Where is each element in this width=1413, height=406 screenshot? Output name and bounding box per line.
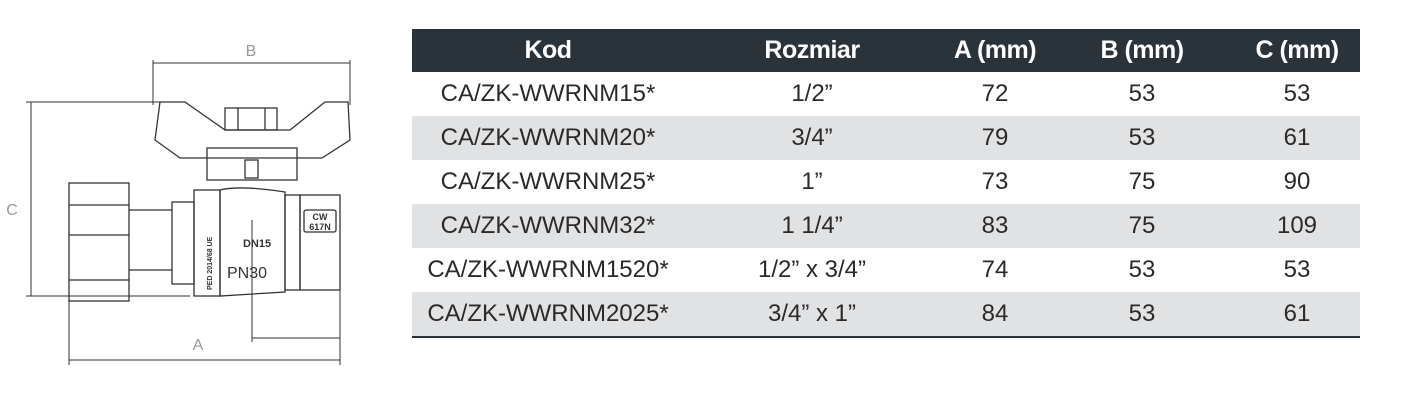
table-cell: 72 — [981, 80, 1009, 107]
column-header: Rozmiar — [684, 29, 940, 72]
table-row: CA/ZK-WWRNM32* 1 1/4” 83 75 109 — [412, 204, 1360, 248]
column-header: C (mm) — [1234, 29, 1360, 72]
table-cell: 53 — [1050, 116, 1234, 160]
column-header: Kod — [412, 29, 684, 72]
table-cell: 53 — [1050, 292, 1234, 338]
valve-body — [68, 182, 341, 302]
table-cell: CA/ZK-WWRNM15* — [440, 80, 656, 107]
table-cell: CA/ZK-WWRNM25* — [440, 168, 656, 195]
table-row: CA/ZK-WWRNM25* 1” 73 75 90 — [412, 160, 1360, 204]
table-row: CA/ZK-WWRNM20* 3/4” 79 53 61 — [412, 116, 1360, 160]
dim-label-c: C — [6, 202, 18, 219]
dim-label-b: B — [246, 43, 257, 60]
table-cell: 1/2” — [791, 80, 833, 107]
valve-markings: DN15 PN30 CW 617N PED 2014/68 UE — [207, 212, 331, 290]
table-cell: CA/ZK-WWRNM32* — [412, 204, 684, 248]
table-cell: 1/2” x 3/4” — [757, 256, 867, 283]
table-cell: 73 — [981, 168, 1009, 195]
table-cell: 61 — [1234, 292, 1360, 338]
table-cell: 3/4” x 1” — [684, 292, 940, 338]
dimension-c: C — [6, 101, 190, 297]
table-cell: 79 — [940, 116, 1050, 160]
table-cell: 1 1/4” — [684, 204, 940, 248]
table-cell: 53 — [1283, 256, 1311, 283]
table-cell: 1” — [801, 168, 823, 195]
marking-material-2: 617N — [309, 222, 331, 232]
dimension-b: B — [152, 43, 351, 105]
table-cell: 53 — [1128, 256, 1156, 283]
dimensions-table: Kod Rozmiar A (mm) B (mm) C (mm) CA/ZK-WWRNM… — [412, 29, 1360, 338]
table-cell: 75 — [1050, 204, 1234, 248]
dim-label-a: A — [193, 337, 204, 354]
table-cell: 53 — [1128, 80, 1156, 107]
table-cell: 83 — [940, 204, 1050, 248]
dimension-a: A — [68, 220, 341, 365]
table-cell: 84 — [940, 292, 1050, 338]
marking-ped: PED 2014/68 UE — [207, 236, 214, 290]
table-cell: 3/4” — [684, 116, 940, 160]
table-cell: 90 — [1283, 168, 1311, 195]
table-cell: 53 — [1283, 80, 1311, 107]
table-cell: 75 — [1128, 168, 1156, 195]
table-cell: CA/ZK-WWRNM1520* — [427, 256, 669, 283]
table-cell: 109 — [1234, 204, 1360, 248]
table-cell: CA/ZK-WWRNM2025* — [412, 292, 684, 338]
table-row: CA/ZK-WWRNM15* 1/2” 72 53 53 — [412, 72, 1360, 116]
marking-pn: PN30 — [227, 265, 267, 282]
table-cell: 61 — [1234, 116, 1360, 160]
marking-dn: DN15 — [243, 238, 271, 250]
table-row: CA/ZK-WWRNM2025* 3/4” x 1” 84 53 61 — [412, 292, 1360, 338]
valve-technical-drawing: B C A DN15 PN30 CW 617N — [6, 43, 351, 365]
table-cell: 74 — [981, 256, 1009, 283]
marking-material-1: CW — [313, 212, 328, 222]
table-row: CA/ZK-WWRNM1520* 1/2” x 3/4” 74 53 53 — [412, 248, 1360, 292]
table-header-row: Kod Rozmiar A (mm) B (mm) C (mm) — [412, 29, 1360, 72]
table-cell: CA/ZK-WWRNM20* — [412, 116, 684, 160]
column-header: B (mm) — [1050, 29, 1234, 72]
butterfly-handle — [154, 101, 351, 181]
column-header: A (mm) — [940, 29, 1050, 72]
